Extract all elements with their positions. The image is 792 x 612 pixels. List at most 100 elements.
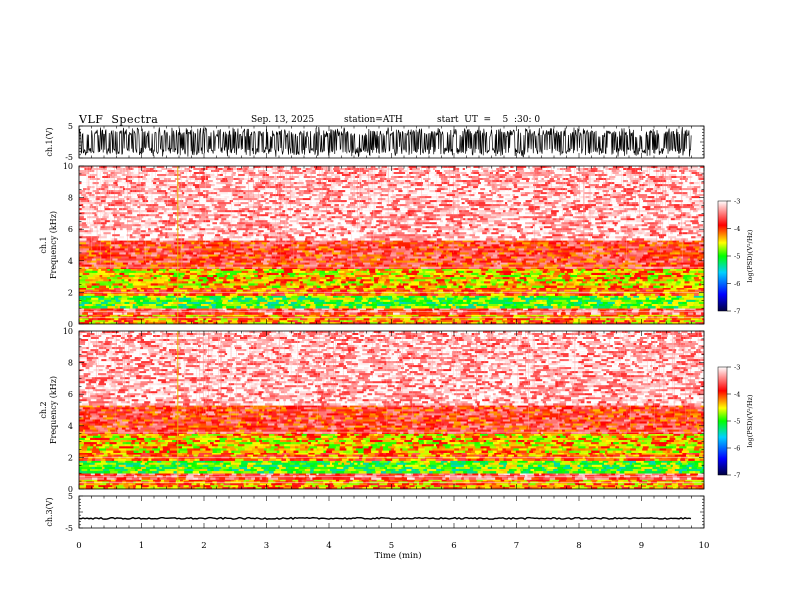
- spectrogram-cell: [92, 279, 99, 282]
- spectrogram-cell: [196, 295, 204, 298]
- spectrogram-cell: [99, 275, 103, 278]
- spectrogram-cell: [525, 297, 534, 301]
- spectrogram-cell: [205, 246, 212, 249]
- spectrogram-cell: [100, 301, 108, 305]
- spectrogram-cell: [152, 272, 160, 276]
- spectrogram-cell: [513, 252, 520, 255]
- spectrogram-cell: [412, 283, 420, 286]
- spectrogram-cell: [183, 299, 192, 303]
- spectrogram-cell: [182, 260, 191, 263]
- spectrogram-cell: [354, 299, 358, 303]
- spectrogram-cell: [309, 322, 316, 325]
- spectrogram-cell: [137, 287, 142, 290]
- spectrogram-cell: [369, 254, 373, 257]
- spectrogram-cell: [318, 262, 327, 265]
- spectrogram-cell: [319, 240, 327, 243]
- spectrogram-cell: [300, 318, 308, 321]
- spectrogram-cell: [426, 246, 430, 249]
- spectrogram-cell: [193, 287, 200, 290]
- spectrogram-cell: [430, 318, 435, 321]
- spectrogram-cell: [365, 304, 371, 307]
- spectrogram-cell: [98, 289, 104, 292]
- spectrogram-cell: [147, 291, 155, 294]
- spectrogram-cell: [408, 295, 415, 298]
- spectrogram-cell: [148, 304, 157, 307]
- spectrogram-cell: [499, 246, 503, 249]
- spectrogram-cell: [172, 250, 176, 253]
- spectrogram-cell: [173, 289, 178, 292]
- spectrogram-cell: [158, 287, 161, 290]
- spectrogram-cell: [281, 308, 289, 311]
- spectrogram-cell: [469, 289, 475, 292]
- spectrogram-cell: [577, 275, 584, 278]
- spectrogram-cell: [566, 270, 574, 274]
- spectrogram-cell: [657, 287, 663, 290]
- spectrogram-cell: [494, 291, 497, 294]
- spectrogram-cell: [315, 252, 320, 255]
- spectrogram-cell: [137, 254, 145, 257]
- spectrogram-cell: [451, 272, 455, 276]
- spectrogram-cell: [139, 283, 147, 286]
- spectrogram-cell: [607, 260, 613, 263]
- spectrogram-cell: [241, 297, 246, 301]
- spectrogram-cell: [226, 279, 235, 282]
- spectrogram-cell: [369, 258, 372, 261]
- spectrogram-cell: [222, 260, 231, 263]
- spectrogram-cell: [624, 301, 632, 305]
- spectrogram-cell: [207, 275, 214, 278]
- spectrogram-cell: [178, 285, 184, 288]
- spectrogram-cell: [648, 320, 655, 323]
- spectrogram-cell: [602, 248, 608, 251]
- spectrogram-cell: [352, 244, 358, 247]
- spectrogram-cell: [647, 279, 654, 282]
- spectrogram-cell: [396, 248, 399, 251]
- spectrogram-cell: [453, 291, 456, 294]
- spectrogram-cell: [316, 279, 320, 282]
- spectrogram-cell: [471, 299, 478, 303]
- spectrogram-cell: [114, 272, 117, 276]
- spectrogram-cell: [340, 304, 345, 307]
- spectrogram-cell: [299, 272, 308, 276]
- spectrogram-cell: [564, 270, 568, 274]
- spectrogram-cell: [686, 268, 691, 272]
- spectrogram-cell: [316, 260, 320, 263]
- spectrogram-cell: [488, 252, 493, 255]
- spectrogram-cell: [565, 254, 572, 257]
- spectrogram-cell: [403, 252, 408, 255]
- spectrogram-cell: [299, 306, 306, 309]
- spectrogram-cell: [561, 275, 564, 278]
- spectrogram-cell: [230, 242, 238, 245]
- spectrogram-cell: [542, 260, 546, 263]
- spectrogram-cell: [447, 248, 455, 251]
- spectrogram-cell: [601, 289, 609, 292]
- spectrogram-cell: [287, 297, 291, 301]
- spectrogram-cell: [403, 308, 412, 311]
- spectrogram-cell: [504, 281, 509, 284]
- spectrogram-cell: [186, 256, 192, 259]
- spectrogram-cell: [572, 279, 578, 282]
- spectrogram-cell: [229, 281, 237, 284]
- spectrogram-cell: [573, 306, 580, 309]
- spectrogram-cell: [663, 268, 669, 272]
- spectrogram-cell: [268, 268, 275, 272]
- spectrogram-cell: [613, 277, 617, 280]
- spectrogram-cell: [529, 272, 538, 276]
- spectrogram-cell: [489, 289, 496, 292]
- spectrogram-cell: [398, 287, 406, 290]
- spectrogram-cell: [396, 312, 400, 315]
- spectrogram-cell: [602, 291, 608, 294]
- spectrogram-cell: [243, 250, 251, 253]
- spectrogram-cell: [334, 268, 338, 272]
- spectrogram-cell: [351, 260, 359, 263]
- spectrogram-cell: [135, 248, 140, 251]
- spectrogram-cell: [440, 281, 446, 284]
- spectrogram-cell: [323, 301, 327, 305]
- spectrogram-cell: [454, 304, 462, 307]
- spectrogram-cell: [583, 275, 591, 278]
- spectrogram-cell: [212, 306, 216, 309]
- spectrogram-cell: [262, 256, 266, 259]
- spectrogram-cell: [693, 246, 700, 249]
- spectrogram-cell: [296, 256, 302, 259]
- spectrogram-cell: [630, 283, 637, 286]
- spectrogram-cell: [137, 299, 141, 303]
